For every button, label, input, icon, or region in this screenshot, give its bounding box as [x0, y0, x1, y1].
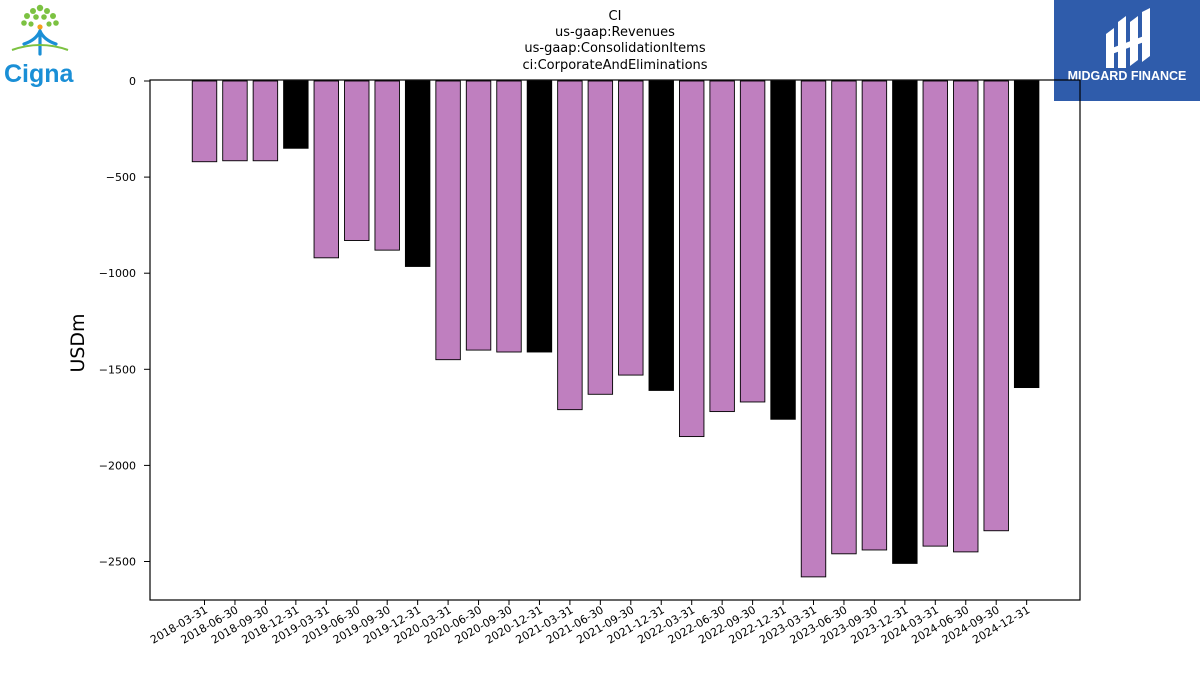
x-axis-ticks: 2018-03-312018-06-302018-09-302018-12-31… — [148, 600, 1032, 647]
bar-2023-03-31 — [800, 80, 827, 578]
y-axis-ticks: 0 −500 −1000 −1500 −2000 −2500 — [99, 75, 150, 569]
bar-2020-06-30 — [465, 80, 492, 351]
tree-icon — [11, 4, 69, 56]
bar-2024-09-30 — [983, 80, 1009, 532]
bar-2018-12-31 — [283, 80, 309, 149]
logo-background — [1054, 0, 1200, 101]
plot-frame — [149, 79, 1081, 601]
chart-subtitle-1: us-gaap:Revenues — [555, 25, 675, 40]
bar-2024-12-31 — [1013, 80, 1040, 389]
bar-2020-12-31 — [526, 80, 553, 353]
bar-2022-03-31 — [679, 80, 705, 438]
bars-group — [191, 80, 1040, 578]
bar-2019-06-30 — [344, 80, 370, 241]
bar-2023-06-30 — [831, 80, 857, 555]
bar-2021-12-31 — [648, 80, 674, 391]
bar-2024-03-31 — [922, 80, 948, 547]
cigna-wordmark: Cigna — [4, 60, 75, 88]
chart-subtitle-3: ci:CorporateAndEliminations — [522, 58, 707, 73]
chart-title-block: CI us-gaap:Revenues us-gaap:Consolidatio… — [522, 9, 707, 73]
midgard-emblem-icon — [1106, 8, 1150, 68]
y-tick-label: −1000 — [99, 267, 136, 280]
bar-2019-03-31 — [313, 80, 339, 259]
bar-2024-06-30 — [953, 80, 979, 553]
chart-subtitle-2: us-gaap:ConsolidationItems — [524, 41, 705, 56]
bar-2021-03-31 — [557, 80, 583, 411]
chart-title: CI — [609, 9, 622, 24]
bar-2018-09-30 — [252, 80, 279, 162]
bar-2019-09-30 — [374, 80, 400, 251]
y-tick-label: −2500 — [99, 556, 136, 569]
bar-2021-09-30 — [618, 80, 644, 376]
bar-2021-06-30 — [587, 80, 614, 395]
bar-2023-12-31 — [892, 80, 918, 564]
bar-2023-09-30 — [861, 80, 888, 551]
bar-2022-06-30 — [709, 80, 735, 413]
y-axis-label: USDm — [67, 313, 89, 372]
y-tick-label: −2000 — [99, 459, 136, 472]
bar-2022-12-31 — [770, 80, 796, 420]
bar-2020-03-31 — [435, 80, 461, 361]
midgard-finance-logo: MIDGARD FINANCE — [1054, 0, 1200, 101]
y-tick-label: −500 — [106, 171, 136, 184]
bar-2018-03-31 — [191, 80, 218, 163]
bar-2022-09-30 — [739, 80, 766, 403]
bar-2018-06-30 — [222, 80, 248, 162]
y-tick-label: 0 — [129, 75, 136, 88]
bar-2019-12-31 — [404, 80, 431, 267]
y-tick-label: −1500 — [99, 363, 136, 376]
bar-2020-09-30 — [496, 80, 522, 353]
midgard-wordmark: MIDGARD FINANCE — [1068, 69, 1187, 83]
cigna-logo: Cigna — [0, 0, 90, 92]
